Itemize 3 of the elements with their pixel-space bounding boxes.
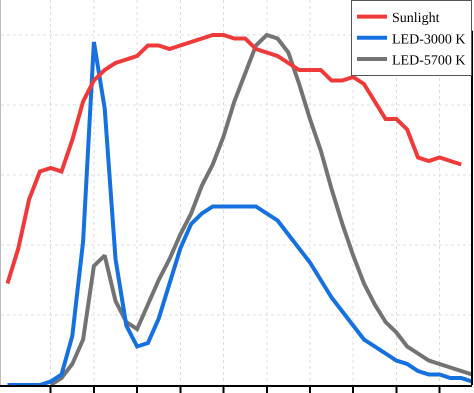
legend-label: LED-3000 K <box>392 32 466 48</box>
legend-label: LED-5700 K <box>392 53 466 68</box>
legend-label: Sunlight <box>392 11 440 26</box>
